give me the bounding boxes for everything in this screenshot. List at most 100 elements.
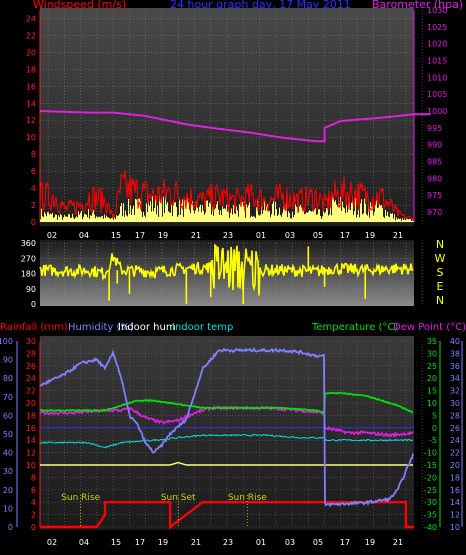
wind-tick-labels: 0246810121416182022249709759809859909951… bbox=[26, 6, 448, 227]
humidity-tick: 0 bbox=[8, 523, 13, 532]
dewpoint-tick: 18 bbox=[450, 473, 460, 482]
humidity-tick: 100 bbox=[0, 337, 13, 346]
dewpoint-tick: 26 bbox=[450, 424, 460, 433]
x-tick-bottom: 03 bbox=[285, 538, 295, 547]
wind-series bbox=[39, 110, 431, 222]
humidity-tick: 80 bbox=[3, 374, 13, 383]
dewpoint-tick: 40 bbox=[450, 337, 460, 346]
dewpoint-tick: 24 bbox=[450, 436, 460, 445]
direction-tick: 0 bbox=[31, 300, 36, 309]
x-tick-top: 17 bbox=[135, 231, 145, 240]
indoor-temp-label: Indoor temp bbox=[172, 322, 233, 333]
humidity-tick: 60 bbox=[3, 411, 13, 420]
x-tick-bottom: 21 bbox=[393, 538, 403, 547]
rain-tick: 22 bbox=[26, 387, 36, 396]
rain-tick: 6 bbox=[31, 486, 36, 495]
x-tick-bottom: 23 bbox=[223, 538, 233, 547]
temperature-tick: -35 bbox=[424, 511, 437, 520]
wind-left-tick: 14 bbox=[26, 99, 36, 108]
barometer-tick: 985 bbox=[427, 157, 442, 166]
temperature-tick: 25 bbox=[427, 362, 437, 371]
direction-tick: 270 bbox=[21, 254, 36, 263]
x-tick-top: 03 bbox=[285, 231, 295, 240]
barometer-tick: 975 bbox=[427, 191, 442, 200]
temperature-line bbox=[39, 391, 413, 415]
direction-tick: 90 bbox=[26, 285, 36, 294]
wind-left-tick: 20 bbox=[26, 48, 36, 57]
dewpoint-tick: 14 bbox=[450, 498, 460, 507]
rain-tick: 26 bbox=[26, 362, 36, 371]
wind-left-tick: 8 bbox=[31, 150, 36, 159]
dewpoint-tick: 12 bbox=[450, 511, 460, 520]
direction-tick: 360 bbox=[21, 239, 36, 248]
x-tick-top: 21 bbox=[191, 231, 201, 240]
rain-tick: 4 bbox=[31, 498, 36, 507]
temperature-tick: -10 bbox=[424, 449, 437, 458]
barometer-tick: 1025 bbox=[427, 23, 447, 32]
dewpoint-tick: 30 bbox=[450, 399, 460, 408]
meteo-tick-labels: 0102030405060708090100024681012141618202… bbox=[0, 337, 460, 532]
rain-tick: 18 bbox=[26, 411, 36, 420]
x-tick-top: 23 bbox=[223, 231, 233, 240]
x-tick-bottom: 17 bbox=[135, 538, 145, 547]
temperature-tick: 35 bbox=[427, 337, 437, 346]
rain-tick: 10 bbox=[26, 461, 36, 470]
sun-event-label: Sun Rise bbox=[228, 493, 267, 503]
barometer-axis-label: Barometer (hpa) bbox=[372, 0, 463, 11]
meteo-series bbox=[39, 347, 414, 530]
dewpoint-tick: 34 bbox=[450, 374, 460, 383]
barometer-tick: 995 bbox=[427, 124, 442, 133]
indoor-hum-label: Indoor hum bbox=[118, 322, 176, 333]
wind-left-tick: 12 bbox=[26, 116, 36, 125]
x-tick-top: 04 bbox=[79, 231, 89, 240]
indoor-humidity-line bbox=[40, 461, 413, 466]
temperature-tick: 10 bbox=[427, 399, 437, 408]
temperature-tick: -5 bbox=[429, 436, 437, 445]
temperature-tick: -15 bbox=[424, 461, 437, 470]
compass-letter-w: W bbox=[435, 252, 446, 265]
barometer-tick: 980 bbox=[427, 174, 442, 183]
rain-tick: 8 bbox=[31, 473, 36, 482]
temperature-tick: -25 bbox=[424, 486, 437, 495]
barometer-tick: 1010 bbox=[427, 73, 447, 82]
sun-event-label: Sun Rise bbox=[61, 493, 100, 503]
x-tick-bottom: 02 bbox=[47, 538, 57, 547]
x-tick-bottom: 04 bbox=[79, 538, 89, 547]
humidity-axis-label: Humidity (%) bbox=[68, 322, 134, 333]
barometer-tick: 1015 bbox=[427, 56, 447, 65]
dewpoint-tick: 32 bbox=[450, 387, 460, 396]
barometer-line bbox=[39, 110, 431, 143]
x-tick-top: 19 bbox=[158, 231, 168, 240]
graph-title: 24 hour graph day, 17 May 2011 bbox=[170, 0, 351, 11]
rain-tick: 12 bbox=[26, 449, 36, 458]
x-tick-bottom: 01 bbox=[256, 538, 266, 547]
temperature-tick: 15 bbox=[427, 387, 437, 396]
compass-letter-e: E bbox=[437, 280, 444, 293]
rainfall-axis-label: Rainfall (mm) bbox=[0, 322, 68, 333]
x-axis-tick-labels: 02 02 04 04 15 15 17 17 19 19 21 21 23 23 01 01 03 03 05 05… bbox=[47, 231, 403, 547]
compass-letter-n: N bbox=[436, 294, 444, 307]
x-tick-bottom: 15 bbox=[111, 538, 121, 547]
wind-left-tick: 24 bbox=[26, 14, 36, 23]
wind-left-tick: 16 bbox=[26, 82, 36, 91]
rain-tick: 24 bbox=[26, 374, 36, 383]
x-tick-bottom: 21 bbox=[191, 538, 201, 547]
temperature-tick: -20 bbox=[424, 473, 437, 482]
humidity-tick: 70 bbox=[3, 393, 13, 402]
wind-left-tick: 18 bbox=[26, 65, 36, 74]
temperature-tick: -40 bbox=[424, 523, 437, 532]
direction-series bbox=[39, 243, 414, 304]
rainfall-line bbox=[40, 501, 414, 530]
barometer-tick: 1020 bbox=[427, 40, 447, 49]
humidity-tick: 90 bbox=[3, 356, 13, 365]
rain-tick: 20 bbox=[26, 399, 36, 408]
x-tick-top: 02 bbox=[47, 231, 57, 240]
barometer-tick: 990 bbox=[427, 141, 442, 150]
meteo-gridlines bbox=[16, 340, 463, 528]
x-tick-top: 15 bbox=[111, 231, 121, 240]
temperature-tick: 20 bbox=[427, 374, 437, 383]
wind-left-tick: 10 bbox=[26, 133, 36, 142]
wind-left-tick: 4 bbox=[31, 184, 36, 193]
humidity-tick: 40 bbox=[3, 449, 13, 458]
